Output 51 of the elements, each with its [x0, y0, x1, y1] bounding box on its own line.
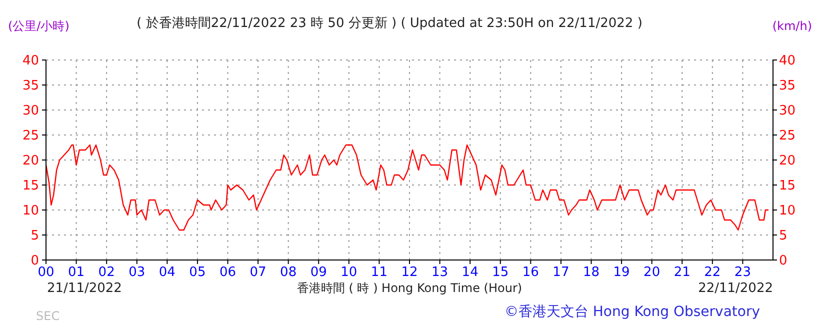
- x-axis-title: 香港時間 ( 時 ) Hong Kong Time (Hour): [296, 281, 522, 295]
- x-tick-label: 08: [280, 265, 297, 280]
- x-tick-label: 17: [552, 265, 570, 280]
- y2-tick-label: 0: [779, 254, 788, 269]
- x-tick-label: 10: [340, 265, 358, 280]
- text: SEC: [36, 309, 60, 323]
- x-tick-label: 09: [310, 265, 327, 280]
- text: 21/11/2022: [47, 281, 122, 296]
- y-tick-label: 35: [22, 78, 39, 94]
- line-series: [45, 144, 770, 231]
- x-tick-label: 20: [644, 265, 660, 280]
- y2-tick-label: 10: [779, 204, 796, 219]
- x-tick-label: 15: [492, 265, 509, 280]
- x-tick-label: 05: [189, 265, 206, 280]
- y2-tick-label: 25: [779, 128, 796, 144]
- x-tick-label: 03: [128, 265, 146, 280]
- y-tick-label: 30: [22, 104, 39, 119]
- x-tick-label: 22: [704, 265, 721, 280]
- y2-tick-label: 40: [779, 54, 796, 69]
- y2-tick-label: 35: [779, 78, 796, 94]
- x-tick-label: 13: [432, 265, 448, 280]
- x-tick-label: 14: [462, 265, 478, 280]
- y-tick-label: 15: [22, 178, 39, 194]
- x-tick-label: 06: [219, 265, 236, 280]
- x-tick-label: 04: [158, 265, 176, 280]
- y-axis-title: (公里/小時): [8, 19, 70, 33]
- y-tick-label: 0: [30, 254, 39, 269]
- y-tick-label: 25: [22, 128, 39, 144]
- x-tick-label: 01: [68, 265, 85, 280]
- y2-tick-label: 15: [779, 178, 796, 194]
- y2-tick-label: 20: [779, 154, 796, 169]
- x-tick-label: 16: [522, 265, 539, 280]
- x-tick-label: 18: [582, 265, 600, 280]
- x-tick-label: 12: [401, 265, 418, 280]
- x-tick-label: 21: [674, 265, 690, 280]
- y2-tick-label: 5: [779, 228, 788, 244]
- y-tick-label: 20: [22, 154, 39, 169]
- x-tick-label: 00: [38, 265, 54, 280]
- y-tick-label: 10: [22, 204, 39, 219]
- chart-title: ( 於香港時間22/11/2022 23 時 50 分更新 ) ( Updated at 23:50H on 22/11/2022 ): [136, 16, 642, 31]
- x-tick-label: 23: [734, 265, 751, 280]
- text: ©香港天文台 Hong Kong Observatory: [504, 304, 760, 320]
- y2-axis-title: (km/h): [772, 19, 812, 33]
- text: 22/11/2022: [698, 281, 773, 296]
- y2-tick-label: 30: [779, 104, 796, 119]
- x-tick-label: 19: [613, 265, 630, 280]
- y-tick-label: 5: [30, 228, 39, 244]
- x-tick-label: 02: [98, 265, 115, 280]
- x-tick-label: 07: [250, 265, 266, 280]
- y-tick-label: 40: [22, 54, 39, 69]
- x-tick-label: 11: [370, 265, 388, 280]
